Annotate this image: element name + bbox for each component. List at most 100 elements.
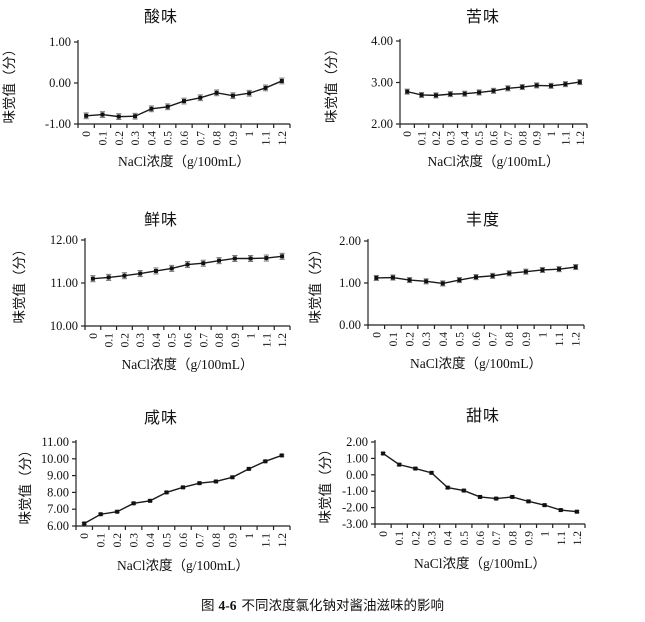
- chart-canvas-bitter: 4.00 3.00 2.00 0 0.1 0.2 0.3 0.4 0.5 0.6 0.7 0.8 0.9…: [324, 34, 588, 169]
- x-tick-label: 0.5: [474, 131, 486, 146]
- x-tick-label: 1.1: [556, 531, 568, 546]
- x-tick-label: 1.2: [571, 332, 583, 347]
- data-point: [461, 488, 466, 493]
- x-tick-label: 0.9: [230, 333, 242, 348]
- y-tick-label: 2.00: [346, 435, 368, 449]
- x-tick-label: 0.3: [445, 131, 457, 146]
- y-tick-label: 9.00: [47, 469, 69, 483]
- x-tick-label: 1.1: [261, 131, 273, 146]
- x-tick-label: 0.2: [114, 131, 126, 146]
- x-tick-label: 0: [88, 333, 100, 339]
- x-tick-label: 0.4: [438, 332, 450, 347]
- data-point: [523, 269, 528, 274]
- data-point: [181, 485, 185, 490]
- x-tick-label: 0.1: [388, 332, 400, 347]
- data-point: [217, 258, 222, 263]
- data-point: [397, 462, 402, 467]
- data-point: [573, 265, 578, 270]
- data-point: [90, 276, 95, 281]
- x-tick-label: 0.7: [488, 332, 500, 347]
- x-tick-label: 1: [540, 531, 552, 537]
- data-point: [507, 271, 512, 276]
- data-point: [381, 451, 386, 456]
- x-tick-label: 0.5: [162, 533, 174, 548]
- data-point: [122, 273, 127, 278]
- caption-text: 不同浓度氯化钠对酱油滋味的影响: [241, 598, 445, 613]
- chart-salty-taste: 咸味 11.00 10.00 9.00 8.00 7.00 6.00 0 0.1 0.2 0.3 0…: [0, 390, 322, 585]
- data-point: [165, 104, 170, 109]
- chart-bitter-taste: 苦味 4.00 3.00 2.00 0 0.1 0.2 0.3 0.4 0.5 0.6 0.7 0.8…: [322, 0, 644, 195]
- data-point: [542, 503, 547, 508]
- data-point: [100, 112, 105, 117]
- x-tick-label: 0.6: [471, 332, 483, 347]
- x-tick-label: 0.6: [179, 131, 191, 146]
- x-tick-label: 0.9: [228, 131, 240, 146]
- x-tick-label: 0.5: [459, 531, 471, 546]
- chart-title: 酸味: [143, 9, 178, 26]
- x-tick-label: 0.4: [443, 531, 455, 546]
- chart-title: 苦味: [465, 9, 500, 26]
- data-point: [138, 271, 143, 276]
- chart-title: 丰度: [465, 212, 500, 229]
- x-tick-label: 0: [81, 131, 93, 137]
- data-point: [232, 256, 237, 261]
- x-tick-label: 0.8: [504, 332, 516, 347]
- x-tick-label: 1: [537, 332, 549, 338]
- data-point: [131, 501, 136, 506]
- caption-number: 4-6: [218, 598, 237, 613]
- x-tick-label: 0.6: [183, 333, 195, 348]
- data-point: [148, 498, 153, 503]
- data-point: [84, 113, 89, 118]
- x-tick-label: 0.3: [427, 531, 439, 546]
- x-axis-title: NaCl浓度（g/100mL）: [122, 357, 254, 372]
- data-point: [263, 459, 268, 464]
- data-point: [462, 91, 467, 96]
- data-point: [149, 106, 154, 111]
- y-axis-title: 味觉值（分）: [308, 243, 323, 324]
- data-point: [457, 278, 462, 283]
- x-tick-label: 0.1: [104, 333, 116, 348]
- data-point: [133, 114, 138, 119]
- x-tick-label: 0.9: [532, 131, 544, 146]
- data-point: [563, 82, 568, 87]
- x-tick-label: 0.1: [417, 131, 429, 146]
- x-tick-label: 0.3: [129, 533, 141, 548]
- x-tick-label: 1.2: [575, 131, 587, 146]
- data-point: [445, 485, 450, 490]
- chart-umami-taste: 鲜味 12.00 11.00 10.00 0 0.1 0.2 0.3 0.4 0.5 0.6 0.7…: [0, 195, 322, 390]
- data-point: [574, 509, 579, 514]
- chart-canvas-sour: 1.00 0.00 -1.00 0 0.1 0.2 0.3 0.4 0.5 0.6 0.7 0.8 0.…: [2, 35, 291, 169]
- data-point: [182, 99, 186, 104]
- y-tick-label: 2.00: [371, 117, 393, 131]
- figure-caption: 图 4-6 不同浓度氯化钠对酱油滋味的影响: [0, 594, 645, 614]
- y-tick-label: -1.00: [342, 484, 368, 498]
- data-point: [197, 481, 202, 486]
- data-point: [230, 475, 235, 480]
- x-tick-label: 1: [546, 131, 558, 137]
- x-tick-label: 0.9: [227, 533, 239, 548]
- x-tick-label: 0.4: [145, 533, 157, 548]
- data-point: [213, 479, 218, 484]
- data-point: [390, 275, 395, 280]
- data-point: [549, 83, 554, 88]
- x-tick-label: 0.7: [195, 131, 207, 146]
- x-tick-label: 0.7: [198, 333, 210, 348]
- x-tick-label: 1.1: [554, 332, 566, 347]
- x-tick-label: 1: [244, 131, 256, 137]
- data-point: [448, 92, 453, 97]
- data-point: [82, 521, 87, 526]
- x-tick-label: 1: [246, 333, 258, 339]
- data-point: [214, 90, 219, 95]
- data-point: [246, 466, 251, 471]
- x-tick-label: 0.2: [405, 332, 417, 347]
- data-point: [169, 266, 174, 271]
- x-tick-label: 1.2: [277, 131, 289, 146]
- chart-canvas-richness: 2.00 1.00 0.00 0 0.1 0.2 0.3 0.4 0.5 0.6 0.7 0.8 0.9…: [308, 234, 585, 371]
- x-tick-label: 0.2: [431, 131, 443, 146]
- y-tick-label: 3.00: [371, 76, 393, 90]
- data-point: [474, 275, 478, 280]
- y-tick-label: 4.00: [371, 34, 393, 48]
- x-axis-title: NaCl浓度（g/100mL）: [428, 154, 560, 169]
- x-tick-label: 0.4: [460, 131, 472, 146]
